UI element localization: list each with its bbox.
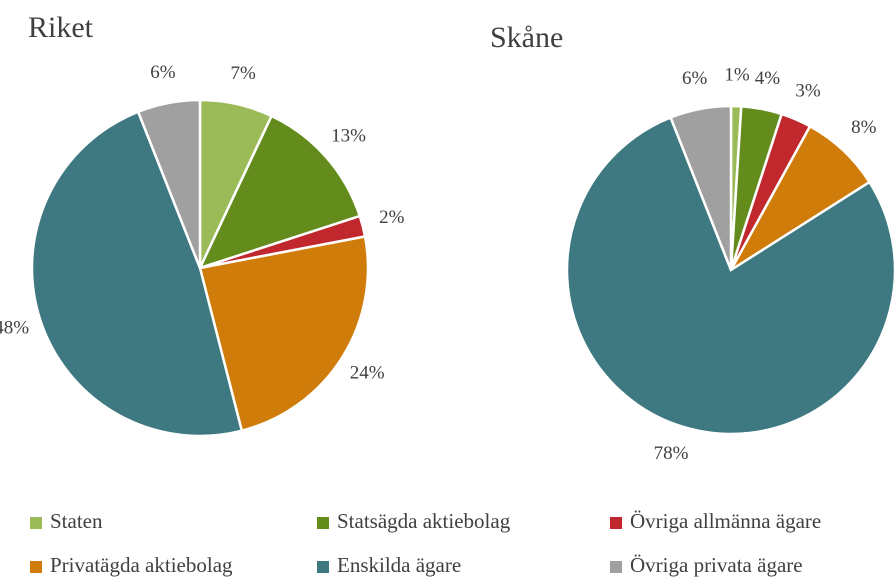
legend-label: Enskilda ägare [337, 553, 461, 577]
legend-swatch [610, 517, 622, 529]
chart-title: Skåne [490, 21, 563, 54]
data-label: 6% [150, 62, 176, 83]
legend-swatch [317, 517, 329, 529]
data-label: 4% [755, 68, 781, 89]
legend-swatch [317, 561, 329, 573]
pie-slice [198, 235, 370, 433]
legend-label: Staten [50, 509, 103, 533]
chart-title: Riket [28, 11, 94, 44]
pie-slice [30, 110, 244, 438]
data-label: 13% [331, 125, 366, 146]
data-label: 8% [851, 117, 877, 138]
legend-label: Övriga privata ägare [630, 553, 803, 577]
pie-slice [669, 104, 733, 271]
legend-label: Statsägda aktiebolag [337, 509, 511, 533]
data-label: 6% [682, 68, 708, 89]
legend-swatch [30, 517, 42, 529]
data-label: 3% [795, 80, 821, 101]
data-label: 2% [379, 207, 405, 228]
legend-label: Privatägda aktiebolag [50, 553, 233, 577]
data-label: 48% [0, 318, 29, 339]
pie-slice [136, 98, 202, 269]
pie-slice [565, 115, 895, 436]
data-label: 24% [350, 362, 385, 383]
data-label: 7% [231, 63, 257, 84]
legend-swatch [610, 561, 622, 573]
pie-slice [197, 114, 362, 271]
legend-swatch [30, 561, 42, 573]
legend-label: Övriga allmänna ägare [630, 509, 821, 533]
data-label: 1% [724, 64, 750, 85]
data-label: 78% [654, 443, 689, 464]
